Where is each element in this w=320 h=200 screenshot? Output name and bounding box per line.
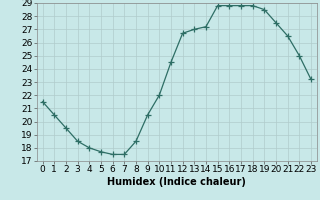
- X-axis label: Humidex (Indice chaleur): Humidex (Indice chaleur): [108, 177, 246, 187]
